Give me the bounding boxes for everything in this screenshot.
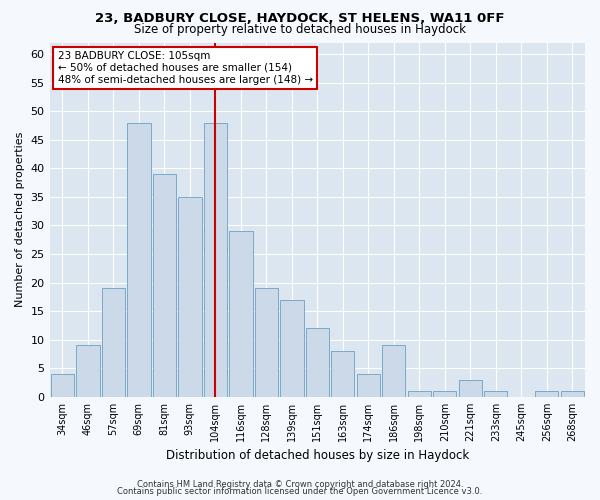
Bar — [178, 197, 202, 397]
Bar — [254, 288, 278, 397]
Bar — [484, 391, 508, 397]
Bar — [280, 300, 304, 397]
Bar — [331, 351, 355, 397]
Text: Contains public sector information licensed under the Open Government Licence v3: Contains public sector information licen… — [118, 487, 482, 496]
Bar — [152, 174, 176, 397]
Bar — [76, 346, 100, 397]
X-axis label: Distribution of detached houses by size in Haydock: Distribution of detached houses by size … — [166, 450, 469, 462]
Text: 23, BADBURY CLOSE, HAYDOCK, ST HELENS, WA11 0FF: 23, BADBURY CLOSE, HAYDOCK, ST HELENS, W… — [95, 12, 505, 26]
Bar — [101, 288, 125, 397]
Y-axis label: Number of detached properties: Number of detached properties — [15, 132, 25, 308]
Bar — [560, 391, 584, 397]
Bar — [356, 374, 380, 397]
Bar — [127, 122, 151, 397]
Bar — [203, 122, 227, 397]
Text: 23 BADBURY CLOSE: 105sqm
← 50% of detached houses are smaller (154)
48% of semi-: 23 BADBURY CLOSE: 105sqm ← 50% of detach… — [58, 52, 313, 84]
Bar — [458, 380, 482, 397]
Bar — [433, 391, 457, 397]
Text: Size of property relative to detached houses in Haydock: Size of property relative to detached ho… — [134, 22, 466, 36]
Bar — [382, 346, 406, 397]
Bar — [305, 328, 329, 397]
Bar — [50, 374, 74, 397]
Text: Contains HM Land Registry data © Crown copyright and database right 2024.: Contains HM Land Registry data © Crown c… — [137, 480, 463, 489]
Bar — [407, 391, 431, 397]
Bar — [535, 391, 559, 397]
Bar — [229, 231, 253, 397]
